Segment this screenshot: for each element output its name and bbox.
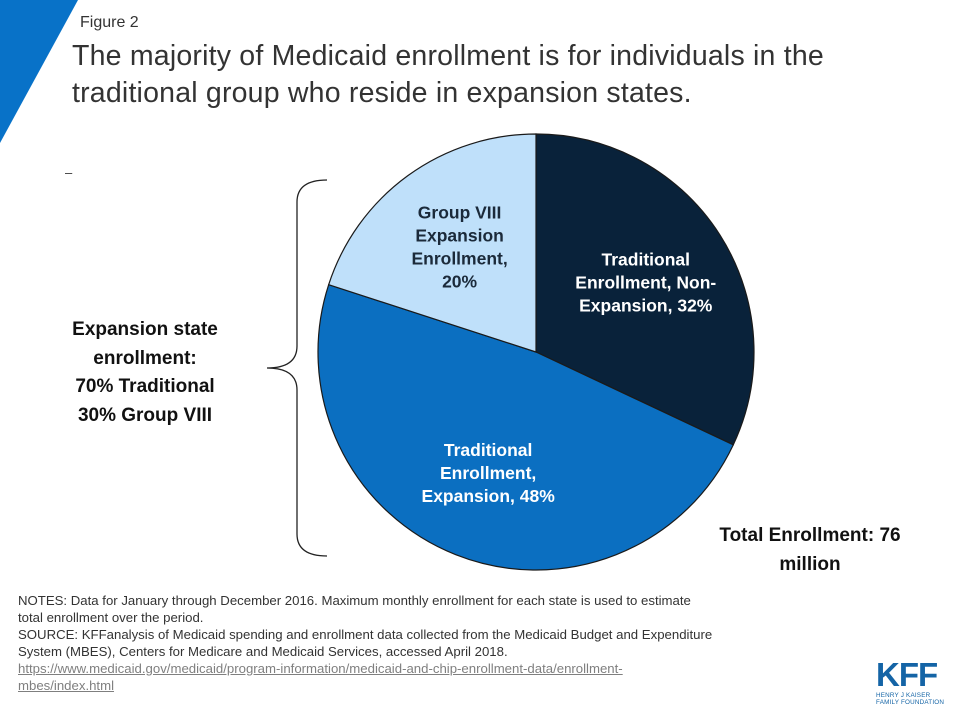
pie-slice-label: Group VIII Expansion Enrollment, 20% (411, 202, 507, 291)
page-title: The majority of Medicaid enrollment is f… (72, 38, 932, 112)
kff-logo-sub-1: HENRY J KAISER (876, 692, 931, 699)
source-link-line-2[interactable]: mbes/index.html (18, 678, 115, 693)
stray-dash-mark: – (65, 165, 73, 180)
figure-label: Figure 2 (80, 14, 139, 31)
notes-line-1: NOTES: Data for January through December… (18, 593, 691, 608)
expansion-note-line-3: 70% Traditional (75, 376, 215, 397)
kff-logo-mark: KFF (876, 656, 938, 693)
source-line-2: System (MBES), Centers for Medicare and … (18, 644, 508, 659)
expansion-state-note: Expansion state enrollment: 70% Traditio… (40, 316, 250, 430)
pie-slice (327, 133, 537, 353)
pie-slice (317, 283, 735, 571)
kff-logo-sub-2: FAMILY FOUNDATION (876, 699, 945, 706)
source-link-line-1[interactable]: https://www.medicaid.gov/medicaid/progra… (18, 661, 623, 676)
pie-chart: Traditional Enrollment, Non-Expansion, 32… (317, 133, 755, 571)
total-line-2: million (779, 554, 841, 575)
expansion-note-line-2: enrollment: (93, 347, 197, 369)
source-link[interactable]: https://www.medicaid.gov/medicaid/progra… (18, 660, 858, 694)
pie-slice (535, 133, 755, 446)
pie-slices (317, 133, 755, 571)
total-enrollment-note: Total Enrollment: 76 million (700, 521, 920, 579)
title-line-1: The majority of Medicaid enrollment is f… (72, 40, 824, 72)
curly-brace (266, 179, 328, 557)
footnotes: NOTES: Data for January through December… (18, 592, 858, 694)
pie-labels: Traditional Enrollment, Non-Expansion, 32… (411, 202, 716, 506)
kff-logo: KFF HENRY J KAISER FAMILY FOUNDATION (876, 656, 954, 707)
expansion-note-line-4: 30% Group VIII (77, 404, 213, 426)
total-line-1: Total Enrollment: 76 (719, 525, 901, 546)
notes-line-2: total enrollment over the period. (18, 610, 204, 625)
corner-accent-triangle (0, 0, 78, 143)
source-line-1: SOURCE: KFFanalysis of Medicaid spending… (18, 627, 713, 642)
title-line-2: traditional group who reside in expansio… (72, 77, 692, 109)
pie-slice-label: Traditional Enrollment, Non-Expansion, 32… (575, 249, 716, 315)
pie-slice-label: Traditional Enrollment, Expansion, 48% (422, 440, 556, 506)
expansion-note-line-1: Expansion state (72, 319, 218, 340)
